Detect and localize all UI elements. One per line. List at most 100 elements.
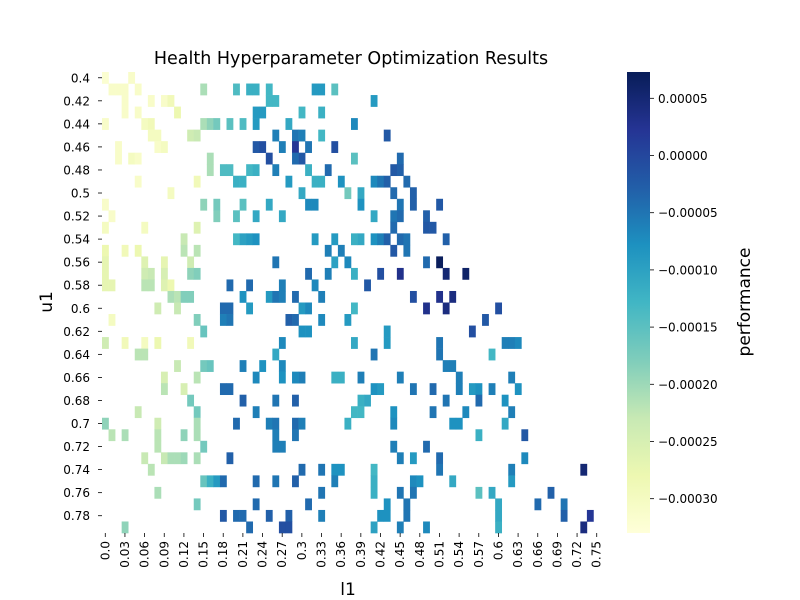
x-tick-label: 0.09 bbox=[157, 541, 171, 568]
heatmap-cell bbox=[278, 141, 286, 153]
heatmap-cell bbox=[383, 129, 391, 142]
heatmap-cell bbox=[252, 118, 260, 130]
heatmap-cell bbox=[403, 509, 411, 522]
heatmap-cell bbox=[141, 256, 149, 269]
heatmap-cell bbox=[180, 383, 188, 396]
heatmap-cell bbox=[134, 348, 142, 361]
heatmap-cell bbox=[396, 521, 404, 534]
x-tick-label: 0.48 bbox=[413, 541, 427, 568]
heatmap-cell bbox=[318, 486, 326, 499]
heatmap-cell bbox=[213, 475, 221, 488]
heatmap-cell bbox=[488, 383, 496, 396]
heatmap-cell bbox=[121, 83, 129, 96]
heatmap-cell bbox=[311, 83, 319, 96]
y-tick-label: 0.72 bbox=[63, 440, 90, 454]
heatmap-cell bbox=[219, 475, 227, 488]
heatmap-cell bbox=[193, 429, 201, 442]
heatmap-cell bbox=[141, 348, 149, 361]
heatmap-cell bbox=[108, 83, 116, 96]
heatmap-cell bbox=[508, 371, 516, 384]
heatmap-cell bbox=[272, 164, 280, 177]
heatmap-cell bbox=[436, 256, 444, 269]
heatmap-cell bbox=[390, 221, 398, 234]
heatmap-cell bbox=[331, 141, 339, 153]
heatmap-cells bbox=[102, 72, 594, 534]
heatmap-cell bbox=[337, 463, 345, 476]
heatmap-cell bbox=[167, 187, 175, 200]
heatmap-cell bbox=[396, 267, 404, 280]
heatmap-cell bbox=[174, 452, 181, 465]
x-tick-label: 0.15 bbox=[197, 541, 211, 568]
heatmap-cell bbox=[259, 141, 267, 153]
heatmap-cell bbox=[409, 486, 417, 499]
heatmap-cell bbox=[265, 509, 273, 522]
heatmap-cell bbox=[429, 383, 437, 396]
heatmap-cell bbox=[318, 509, 326, 522]
y-tick-label: 0.74 bbox=[63, 463, 90, 477]
heatmap-cell bbox=[423, 440, 430, 453]
heatmap-cell bbox=[305, 498, 312, 511]
heatmap-cell bbox=[134, 83, 142, 96]
heatmap-cell bbox=[246, 521, 254, 534]
heatmap-cell bbox=[108, 279, 116, 292]
heatmap-cell bbox=[246, 233, 254, 246]
heatmap-cell bbox=[141, 279, 149, 292]
heatmap-cell bbox=[351, 302, 358, 315]
heatmap-cell bbox=[265, 152, 273, 165]
heatmap-cell bbox=[403, 244, 411, 257]
heatmap-cell bbox=[370, 348, 378, 361]
heatmap-cell bbox=[278, 210, 286, 223]
heatmap-cell bbox=[147, 463, 155, 476]
heatmap-cell bbox=[180, 233, 188, 246]
heatmap-cell bbox=[259, 360, 267, 372]
y-tick-label: 0.54 bbox=[63, 233, 90, 247]
heatmap-cell bbox=[265, 198, 273, 211]
heatmap-cell bbox=[455, 371, 463, 384]
colorbar bbox=[627, 72, 650, 533]
heatmap-cell bbox=[292, 290, 299, 303]
heatmap-cell bbox=[383, 233, 391, 246]
heatmap-cell bbox=[141, 118, 149, 130]
colorbar-ticks: 0.00005 0.00000 −0.00005 −0.00010 −0.00015 −0… bbox=[650, 92, 718, 506]
heatmap-cell bbox=[147, 95, 155, 107]
heatmap-cell bbox=[272, 394, 280, 407]
heatmap-cell bbox=[370, 95, 378, 107]
heatmap-cell bbox=[102, 337, 109, 349]
heatmap-cell bbox=[305, 198, 312, 211]
heatmap-cell bbox=[134, 106, 142, 119]
heatmap-cell bbox=[226, 302, 234, 315]
colorbar-tick-label: −0.00030 bbox=[658, 492, 718, 506]
heatmap-cell bbox=[580, 463, 588, 476]
heatmap-cell bbox=[495, 521, 503, 534]
heatmap-cell bbox=[239, 175, 247, 188]
x-tick-label: 0.12 bbox=[177, 541, 191, 568]
heatmap-cell bbox=[272, 475, 280, 488]
heatmap-cell bbox=[390, 164, 398, 177]
heatmap-cell bbox=[409, 452, 417, 465]
heatmap-cell bbox=[390, 417, 398, 430]
y-tick-label: 0.56 bbox=[63, 256, 90, 270]
heatmap-cell bbox=[409, 475, 417, 488]
heatmap-cell bbox=[436, 463, 444, 476]
heatmap-cell bbox=[252, 83, 260, 96]
x-tick-label: 0.33 bbox=[315, 541, 329, 568]
heatmap-cell bbox=[351, 337, 358, 349]
heatmap-cell bbox=[278, 371, 286, 384]
heatmap-cell bbox=[154, 486, 162, 499]
x-tick-label: 0.66 bbox=[531, 541, 545, 568]
heatmap-cell bbox=[272, 95, 280, 107]
heatmap-cell bbox=[396, 210, 404, 223]
heatmap-cell bbox=[239, 233, 247, 246]
y-tick-label: 0.68 bbox=[63, 394, 90, 408]
heatmap-cell bbox=[351, 406, 358, 419]
heatmap-cell bbox=[442, 360, 450, 372]
x-axis: 0.0 0.03 0.06 0.09 0.12 0.15 0.18 0.21 0.24 0.27 0… bbox=[98, 533, 604, 568]
heatmap-cell bbox=[102, 279, 109, 292]
heatmap-cell bbox=[160, 141, 168, 153]
x-tick-label: 0.36 bbox=[334, 541, 348, 568]
y-tick-label: 0.44 bbox=[63, 117, 90, 131]
heatmap-cell bbox=[423, 221, 430, 234]
heatmap-cell bbox=[351, 118, 358, 130]
heatmap-cell bbox=[200, 440, 208, 453]
heatmap-cell bbox=[364, 279, 371, 292]
